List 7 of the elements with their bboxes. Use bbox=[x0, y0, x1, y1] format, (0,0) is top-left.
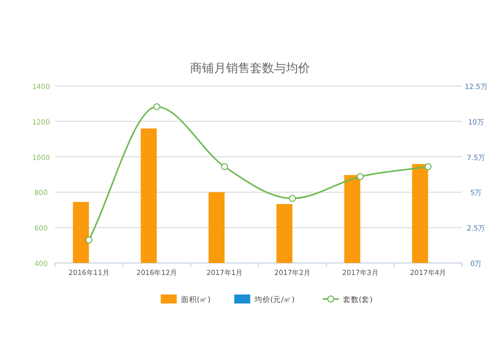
point bbox=[221, 163, 228, 170]
point bbox=[85, 236, 92, 244]
point bbox=[356, 173, 364, 180]
point bbox=[153, 103, 160, 110]
chart-title: 商铺月销售套数与均价 bbox=[190, 61, 310, 75]
point bbox=[288, 194, 296, 202]
point bbox=[424, 163, 432, 170]
